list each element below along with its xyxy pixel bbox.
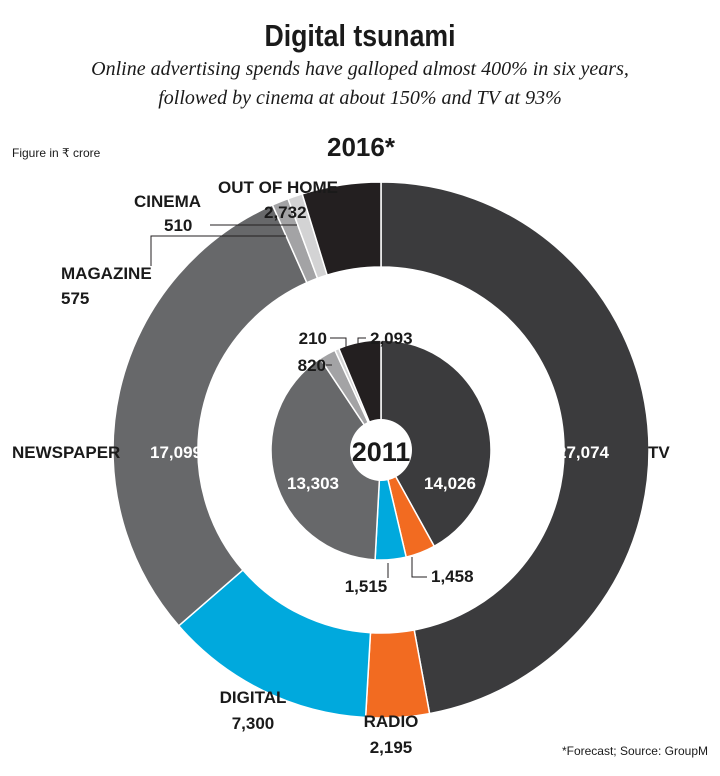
outer-value-cinema: 510 xyxy=(164,216,192,235)
leader-inner-out-of-home xyxy=(357,337,366,358)
category-label-magazine: MAGAZINE xyxy=(61,264,152,283)
outer-value-out-of-home: 2,732 xyxy=(264,203,307,222)
leader-magazine xyxy=(150,235,286,266)
category-label-newspaper: NEWSPAPER xyxy=(12,443,120,462)
category-label-digital: DIGITAL xyxy=(220,688,287,707)
category-label-tv: TV xyxy=(648,443,670,462)
leader-inner-cinema xyxy=(330,337,347,360)
outer-ring-2016 xyxy=(112,181,650,719)
outer-value-radio: 2,195 xyxy=(370,738,413,757)
outer-value-magazine: 575 xyxy=(61,289,89,308)
chart-labels: 2011 27,074 TV 17,099 NEWSPAPER DIGITAL 7,300 R… xyxy=(12,178,670,757)
chart-title: Digital tsunami xyxy=(264,18,456,53)
chart-subtitle-line-2: followed by cinema at about 150% and TV … xyxy=(158,87,562,109)
inner-pie-year-label: 2011 xyxy=(352,437,411,467)
category-label-cinema: CINEMA xyxy=(134,192,201,211)
outer-slice-newspaper xyxy=(112,203,308,627)
inner-pie-2011 xyxy=(270,339,492,561)
inner-value-magazine: 820 xyxy=(298,356,326,375)
outer-value-digital: 7,300 xyxy=(232,714,275,733)
outer-slice-tv xyxy=(380,181,650,715)
inner-slice-tv xyxy=(380,339,492,548)
leader-lines xyxy=(150,210,427,578)
inner-value-tv: 14,026 xyxy=(424,474,476,493)
inner-value-newspaper: 13,303 xyxy=(287,474,339,493)
inner-value-out-of-home: 2,093 xyxy=(370,329,413,348)
inner-value-cinema: 210 xyxy=(299,329,327,348)
leader-out-of-home xyxy=(326,210,341,222)
source-footnote: *Forecast; Source: GroupM xyxy=(561,744,708,758)
inner-value-digital: 1,515 xyxy=(345,577,388,596)
unit-note: Figure in ₹ crore xyxy=(12,146,101,160)
inner-center-disc xyxy=(350,419,412,481)
category-label-out-of-home: OUT OF HOME xyxy=(218,178,338,197)
chart-subtitle-line-1: Online advertising spends have galloped … xyxy=(91,58,629,80)
outer-slice-out-of-home xyxy=(301,181,382,277)
outer-value-newspaper: 17,099 xyxy=(150,443,202,462)
inner-value-radio: 1,458 xyxy=(431,567,474,586)
leader-inner-radio xyxy=(411,557,427,578)
outer-value-tv: 27,074 xyxy=(557,443,610,462)
category-label-radio: RADIO xyxy=(364,712,419,731)
outer-ring-year-label: 2016* xyxy=(327,132,395,162)
